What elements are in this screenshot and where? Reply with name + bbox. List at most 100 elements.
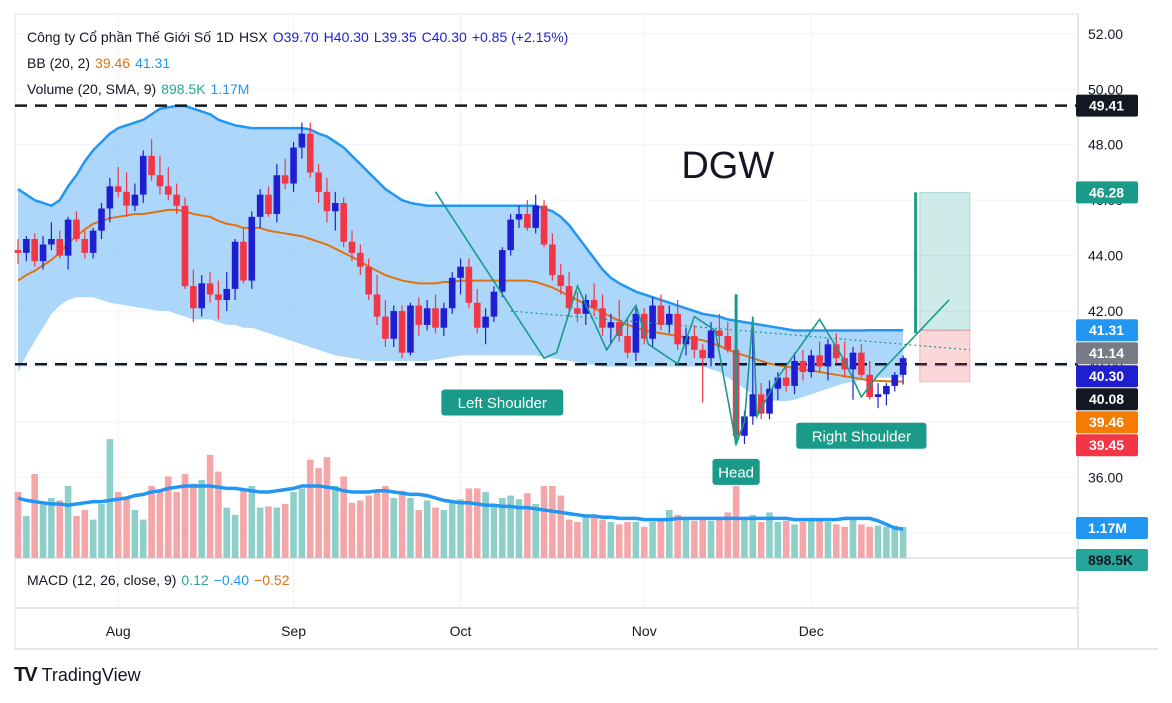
- candle-body: [340, 202, 347, 242]
- candle-body: [524, 214, 531, 228]
- volume-bar: [791, 524, 798, 558]
- low-value: L39.35: [373, 29, 417, 45]
- candle-body: [73, 219, 80, 239]
- profit-target-box: [919, 191, 971, 331]
- volume-bar: [549, 486, 556, 558]
- price-badge: 41.31: [1076, 319, 1138, 342]
- tradingview-logo[interactable]: TV TradingView: [14, 664, 141, 687]
- price-badge: 40.08: [1076, 388, 1138, 411]
- candle-body: [799, 360, 807, 373]
- volume-bar: [114, 492, 122, 558]
- candle-body: [549, 244, 556, 276]
- candle-body: [540, 205, 548, 245]
- volume-bar: [265, 506, 272, 558]
- candle-body: [39, 244, 47, 262]
- candle-body: [883, 385, 890, 395]
- volume-bar: [256, 507, 264, 558]
- candle-body: [582, 299, 590, 314]
- y-tick-label: 36.00: [1088, 469, 1123, 485]
- volume-bar: [340, 476, 347, 558]
- volume-bar: [423, 500, 431, 558]
- volume-bar: [139, 519, 147, 558]
- candle-body: [181, 205, 189, 287]
- volume-bar: [465, 488, 473, 558]
- volume-bar: [123, 498, 130, 558]
- volume-bar: [190, 483, 197, 558]
- candle-body: [231, 241, 239, 289]
- volume-badge: 1.17M: [1076, 517, 1148, 539]
- volume-bar: [181, 474, 189, 558]
- candle-body: [482, 316, 489, 328]
- volume-bar: [240, 488, 247, 558]
- candle-body: [674, 313, 681, 345]
- candle-body: [807, 355, 815, 373]
- candle-body: [432, 308, 439, 328]
- volume-bar: [774, 522, 782, 558]
- volume-bar: [649, 522, 656, 558]
- volume-bar: [306, 459, 314, 558]
- candle-body: [782, 377, 790, 386]
- candle-body: [724, 336, 732, 350]
- volume-bar: [432, 507, 439, 558]
- volume-bar: [98, 504, 105, 558]
- stop-loss-box: [919, 329, 971, 383]
- candle-body: [139, 155, 147, 195]
- price-badge-bg: [1076, 388, 1138, 411]
- volume-bar: [415, 510, 423, 558]
- bb-legend[interactable]: BB (20, 2) 39.46 41.31: [27, 55, 175, 71]
- high-value: H40.30: [323, 29, 369, 45]
- volume-bar: [407, 498, 414, 558]
- volume-bar: [39, 504, 47, 558]
- volume-bar: [398, 490, 406, 558]
- x-tick-label: Sep: [281, 623, 306, 639]
- volume-bar: [73, 516, 80, 558]
- pattern-label-text: Head: [718, 464, 754, 481]
- candle-body: [624, 336, 631, 353]
- volume-legend[interactable]: Volume (20, SMA, 9) 898.5K 1.17M: [27, 81, 254, 97]
- pattern-label: Left Shoulder: [441, 389, 564, 416]
- volume-badge-text: 1.17M: [1088, 520, 1127, 536]
- volume-bar: [81, 510, 89, 558]
- candle-body: [31, 238, 38, 262]
- candle-body: [499, 250, 506, 292]
- brand-name: TradingView: [41, 665, 141, 685]
- candle-body: [323, 191, 331, 212]
- candle-body: [649, 305, 656, 339]
- macd-legend[interactable]: MACD (12, 26, close, 9) 0.12 −0.40 −0.52: [27, 572, 295, 588]
- candle-body: [615, 322, 623, 337]
- company-name: Công ty Cổ phần Thế Giới Số: [27, 29, 212, 45]
- candle-body: [173, 194, 180, 206]
- candle-body: [223, 288, 231, 300]
- volume-bar: [248, 486, 256, 558]
- candle-body: [281, 175, 289, 184]
- candle-body: [123, 191, 130, 206]
- candle-body: [766, 388, 773, 414]
- volume-bar: [448, 500, 456, 558]
- volume-bar: [682, 517, 690, 558]
- bb-upper-line: [17, 104, 904, 332]
- candle-body: [156, 175, 164, 187]
- volume-bar: [716, 518, 723, 558]
- candle-body: [365, 266, 372, 295]
- volume-bar: [607, 522, 615, 558]
- candle-body: [81, 238, 89, 253]
- candle-body: [741, 416, 748, 436]
- volume-bar: [48, 498, 55, 558]
- volume-bar: [724, 512, 732, 558]
- price-badge: 39.46: [1076, 411, 1138, 434]
- volume-badge-text: 898.5K: [1088, 552, 1133, 568]
- price-badge-bg: [1076, 434, 1138, 457]
- volume-bar: [824, 522, 832, 558]
- head-shoulders-outline: [434, 191, 950, 448]
- ticker-annotation: DGW: [681, 145, 774, 187]
- price-badge: 40.30: [1076, 365, 1138, 388]
- price-badge-text: 40.30: [1089, 368, 1124, 384]
- x-tick-label: Nov: [632, 623, 657, 639]
- candle-body: [707, 330, 715, 359]
- x-tick-label: Aug: [106, 623, 131, 639]
- volume-bar: [131, 510, 139, 558]
- volume-bar: [148, 486, 155, 558]
- volume-bar: [365, 495, 372, 558]
- candle-body: [206, 283, 214, 295]
